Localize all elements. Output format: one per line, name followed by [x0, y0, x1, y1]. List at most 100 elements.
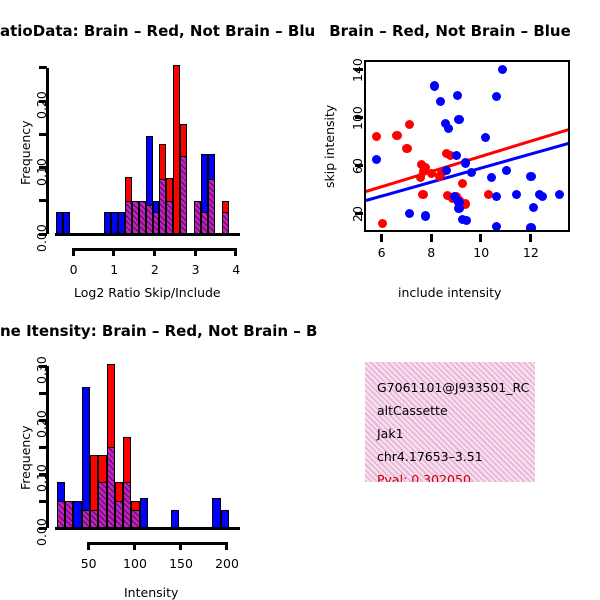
x-tick-label: 200	[215, 556, 239, 571]
annotation-line: Jak1	[377, 426, 404, 441]
y-tick-label: 0.10	[34, 157, 49, 186]
y-tick	[39, 66, 47, 70]
x-tick	[71, 248, 75, 256]
x-tick-label: 50	[80, 556, 97, 571]
y-tick	[39, 166, 47, 170]
histogram-bar-overlap	[159, 178, 167, 234]
log2-ratio-y-axis-label: Frequency	[18, 120, 33, 185]
log2-ratio-histogram-panel: atioData: Brain – Red, Not Brain – Blu F…	[0, 0, 315, 300]
scatter-point-blue	[442, 165, 452, 175]
x-tick-label: 100	[123, 556, 147, 571]
scatter-point-red	[420, 163, 431, 173]
scatter-point-red	[446, 151, 456, 161]
y-tick	[39, 364, 47, 368]
scatter-x-tick-label: 6	[377, 245, 386, 260]
scatter-point-blue	[480, 133, 490, 143]
histogram-bar-red	[173, 64, 181, 234]
scatter-point-blue	[404, 208, 415, 219]
scatter-y-tick-label: 100	[350, 106, 365, 131]
scatter-y-tick-label: 140	[350, 58, 365, 83]
histogram-bar-overlap	[123, 482, 132, 528]
x-tick	[86, 542, 90, 550]
scatter-point-red	[427, 169, 437, 179]
histogram-bar-overlap	[65, 501, 74, 528]
scatter-y-tick-label: 20	[350, 206, 365, 223]
scatter-point-blue	[491, 222, 501, 230]
histogram-bar-overlap	[98, 482, 107, 528]
x-tick	[178, 542, 182, 550]
scatter-point-red	[392, 130, 402, 140]
scatter-y-tick	[355, 68, 363, 72]
log2-ratio-plot-area: 0.00 0.10 0.20 0 1 2 3 4	[34, 58, 240, 277]
y-tick-label: 0.20	[34, 91, 49, 120]
histogram-bar-overlap	[222, 212, 230, 234]
intensity-scatter-title: Brain – Red, Not Brain – Blue	[329, 22, 571, 40]
x-tick-label: 2	[150, 262, 159, 277]
histogram-bar-overlap	[106, 447, 115, 528]
scatter-point-blue	[435, 97, 446, 107]
x-tick	[132, 542, 136, 550]
y-tick	[39, 526, 47, 530]
annotation-line: chr4.17653–3.51	[377, 449, 483, 464]
histogram-bar-overlap	[131, 510, 140, 528]
histogram-bar-overlap	[200, 212, 208, 234]
histogram-bar-blue	[139, 498, 148, 528]
x-tick-label: 4	[232, 262, 241, 277]
histogram-bar-overlap	[131, 200, 139, 234]
scatter-point-blue	[429, 81, 439, 91]
scatter-point-blue	[440, 118, 450, 128]
scatter-point-red	[443, 190, 453, 201]
y-axis-line	[46, 366, 49, 528]
scatter-point-blue	[511, 189, 521, 199]
y-tick-label: 0.00	[34, 224, 49, 252]
histogram-bar-overlap	[152, 212, 160, 234]
annotation-line: altCassette	[377, 403, 448, 418]
scatter-point-blue	[461, 216, 472, 226]
x-tick	[224, 542, 228, 550]
scatter-point-red	[458, 178, 468, 189]
histogram-bar-overlap	[138, 200, 146, 234]
x-tick	[193, 248, 197, 256]
scatter-point-blue	[528, 202, 539, 213]
scatter-point-red	[371, 131, 381, 142]
scatter-point-blue	[526, 223, 536, 230]
y-tick	[39, 99, 47, 103]
scatter-y-tick	[355, 164, 363, 168]
y-tick-label: 0.00	[34, 518, 49, 546]
histogram-bar-blue	[220, 510, 229, 528]
log2-ratio-x-axis-label: Log2 Ratio Skip/Include	[74, 285, 221, 300]
scatter-point-red	[484, 189, 494, 199]
histogram-bar-overlap	[180, 155, 188, 234]
gene-intensity-plot-area: 0.00 0.10 0.20 0.30 50 100 150 200	[34, 356, 240, 571]
gene-intensity-y-axis-label: Frequency	[18, 425, 33, 490]
histogram-bar-overlap	[56, 501, 66, 528]
y-tick-label: 0.30	[34, 356, 49, 385]
histogram-bar-blue	[104, 212, 112, 234]
scatter-x-axis-label: include intensity	[398, 285, 502, 300]
scatter-point-blue	[537, 192, 547, 202]
scatter-x-tick-label: 10	[473, 245, 490, 260]
scatter-point-blue	[554, 189, 565, 199]
scatter-x-tick	[479, 234, 483, 242]
scatter-x-tick-label: 8	[427, 245, 436, 260]
histogram-bar-blue	[170, 510, 180, 528]
histogram-bar-overlap	[114, 501, 124, 528]
y-tick	[39, 445, 47, 449]
scatter-point-blue	[501, 165, 511, 175]
histogram-bar-overlap	[145, 204, 153, 234]
histogram-bar-blue	[55, 212, 63, 234]
scatter-point-red	[378, 218, 388, 228]
histogram-baseline	[55, 232, 240, 236]
histogram-bar-blue	[118, 212, 125, 234]
scatter-point-red	[461, 199, 471, 209]
scatter-point-red	[404, 119, 415, 130]
y-tick	[39, 232, 47, 236]
x-tick-label: 1	[110, 262, 119, 277]
annotation-panel-container: G7061101@J933501_RC altCassette Jak1 chr4.1…	[300, 300, 600, 600]
scatter-point-blue	[460, 158, 470, 168]
histogram-bar-overlap	[124, 200, 132, 234]
scatter-point-blue	[454, 204, 464, 214]
y-axis-line	[46, 67, 49, 234]
scatter-plot-area	[364, 60, 570, 232]
scatter-y-tick-label: 60	[350, 158, 365, 175]
